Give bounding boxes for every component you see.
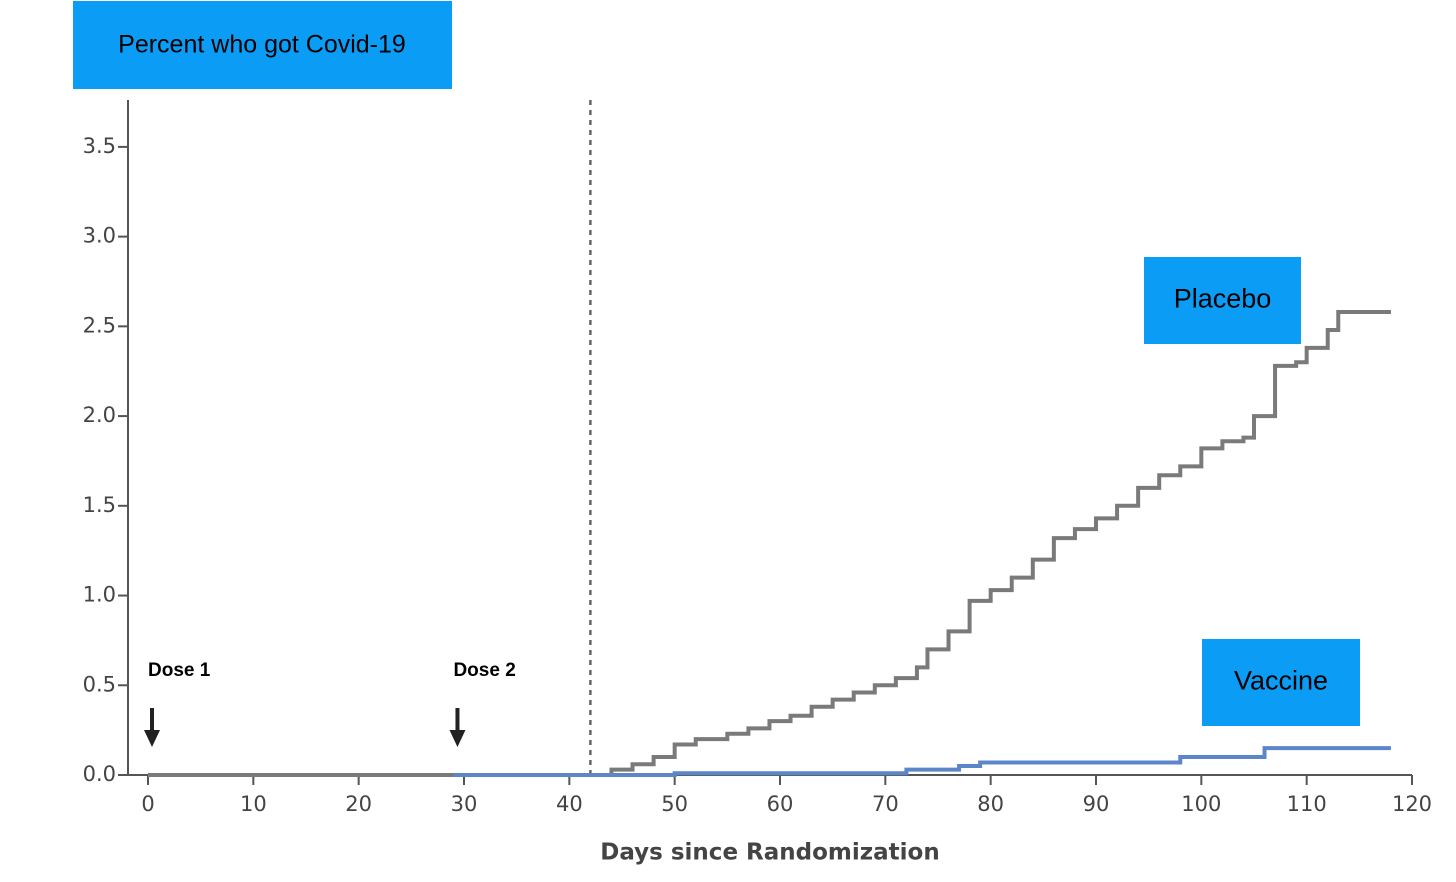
y-tick-label: 1.0 <box>83 583 116 607</box>
annotation: Dose 1 <box>148 660 211 681</box>
x-tick-label: 80 <box>977 792 1004 816</box>
x-tick-label: 50 <box>661 792 688 816</box>
title-box <box>73 1 452 89</box>
y-tick-label: 2.5 <box>83 313 116 337</box>
y-tick-label: 1.5 <box>83 493 116 517</box>
y-tick-label: 0.0 <box>83 762 116 786</box>
y-tick-label: 0.5 <box>83 672 116 696</box>
chart-title: Percent who got Covid-19 <box>118 31 406 59</box>
x-tick-label: 120 <box>1392 792 1432 816</box>
x-tick-label: 10 <box>240 792 267 816</box>
x-tick-label: 90 <box>1083 792 1110 816</box>
x-tick-label: 60 <box>767 792 794 816</box>
x-tick-label: 70 <box>872 792 899 816</box>
x-axis-label: Days since Randomization <box>600 840 939 866</box>
arrow-head <box>449 730 466 747</box>
x-tick-label: 40 <box>556 792 583 816</box>
legend-box <box>1202 639 1360 726</box>
x-tick-label: 110 <box>1287 792 1327 816</box>
y-tick-label: 3.0 <box>83 224 116 248</box>
x-tick-label: 20 <box>345 792 372 816</box>
legend-label: Placebo <box>1174 284 1272 314</box>
x-tick-label: 30 <box>451 792 478 816</box>
arrow-head <box>144 730 160 747</box>
series-line <box>148 309 1391 777</box>
annotation: Dose 2 <box>453 660 515 681</box>
y-tick-label: 2.0 <box>83 403 116 427</box>
y-tick-label: 3.5 <box>83 134 116 158</box>
legend-box <box>1144 257 1301 344</box>
x-tick-label: 100 <box>1181 792 1221 816</box>
legend-label: Vaccine <box>1234 666 1328 696</box>
series-line <box>453 746 1391 777</box>
x-tick-label: 0 <box>141 792 154 816</box>
